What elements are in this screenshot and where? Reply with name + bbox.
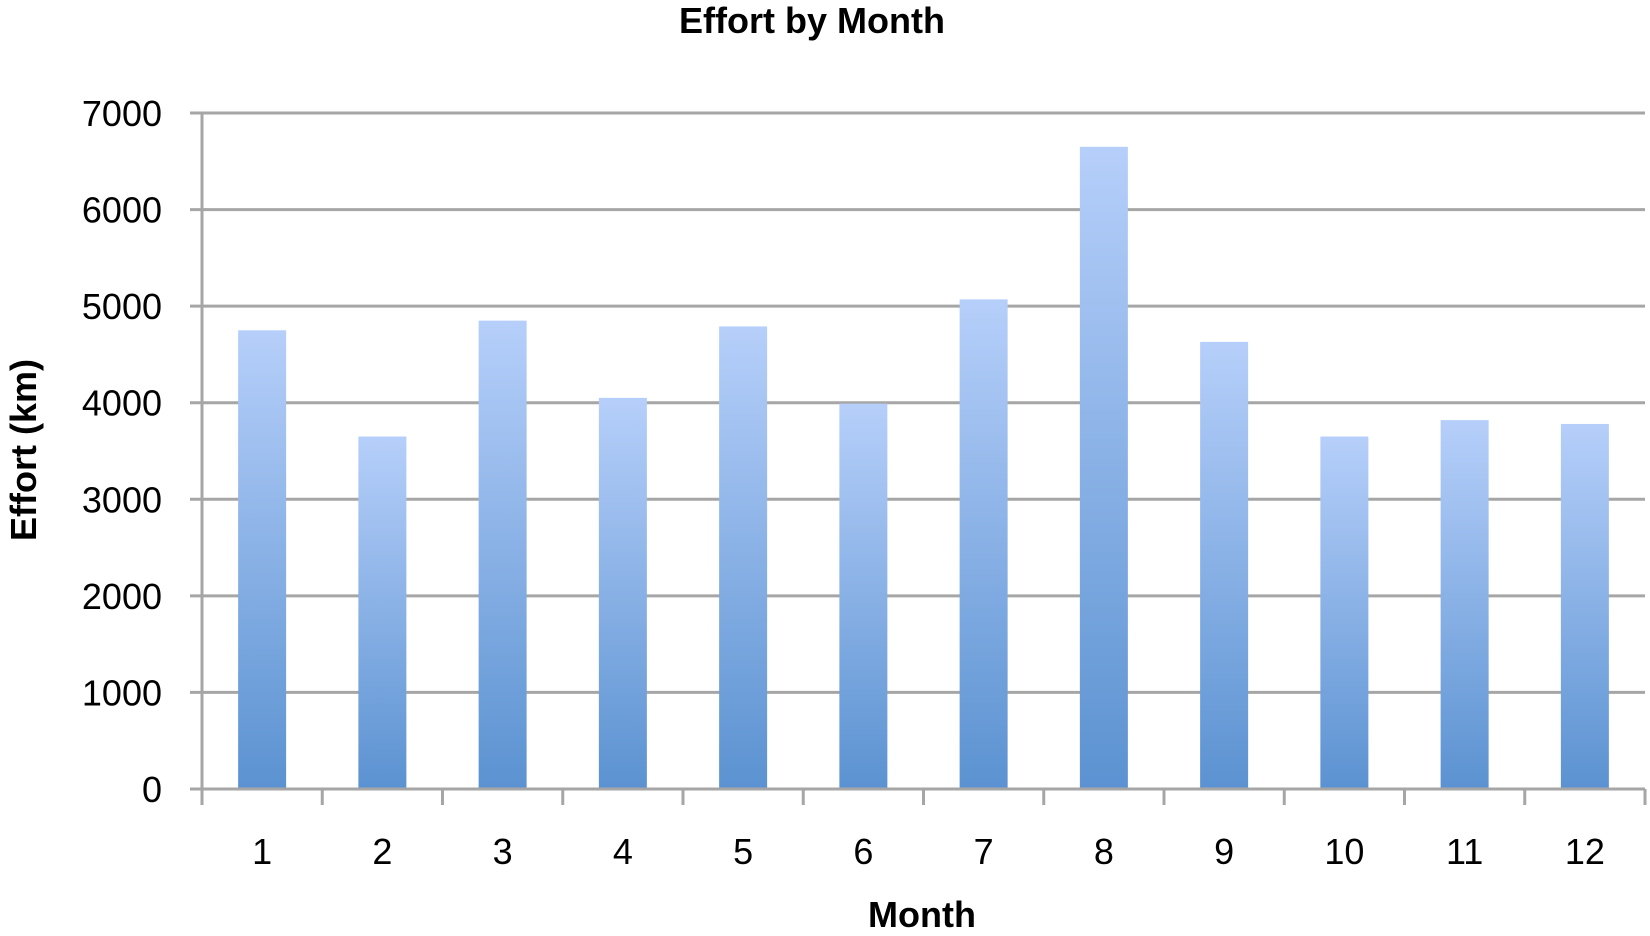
x-tick-label: 5 [733, 831, 753, 872]
x-tick-label: 8 [1094, 831, 1114, 872]
x-tick-label: 12 [1565, 831, 1605, 872]
x-axis [190, 113, 1647, 805]
y-axis-title: Effort (km) [3, 359, 44, 541]
y-tick-label: 4000 [82, 383, 162, 424]
x-tick-label: 11 [1446, 831, 1483, 872]
y-tick-label: 1000 [82, 672, 162, 713]
gridlines [190, 111, 1645, 694]
x-tick-label: 10 [1324, 831, 1364, 872]
bar-month-5 [719, 326, 768, 789]
bar-month-10 [1320, 436, 1369, 789]
bar-month-12 [1560, 423, 1609, 789]
bar-month-1 [238, 330, 287, 789]
x-tick-label: 7 [974, 831, 994, 872]
y-tick-label: 7000 [82, 93, 162, 134]
y-tick-label: 0 [142, 769, 162, 810]
bar-month-9 [1200, 341, 1249, 789]
bar-month-7 [959, 299, 1008, 789]
bar-month-11 [1440, 420, 1489, 789]
x-tick-label: 3 [493, 831, 513, 872]
bar-month-8 [1079, 146, 1128, 790]
bar-month-6 [839, 403, 888, 789]
x-axis-title: Month [868, 894, 976, 935]
y-tick-label: 6000 [82, 190, 162, 231]
y-tick-label: 3000 [82, 479, 162, 520]
bars [238, 146, 1609, 790]
x-axis-ticks: 1 2 3 4 5 6 7 8 9 10 11 12 [252, 831, 1605, 872]
y-tick-label: 5000 [82, 286, 162, 327]
chart-title: Effort by Month [679, 0, 945, 41]
bar-month-2 [358, 436, 407, 789]
y-tick-label: 2000 [82, 576, 162, 617]
x-tick-label: 6 [853, 831, 873, 872]
y-axis-ticks: 0 1000 2000 3000 4000 5000 6000 7000 [82, 93, 162, 810]
x-tick-label: 9 [1214, 831, 1234, 872]
bar-month-3 [478, 320, 527, 789]
x-tick-label: 1 [252, 831, 272, 872]
x-tick-label: 2 [372, 831, 392, 872]
x-tick-label: 4 [613, 831, 633, 872]
bar-month-4 [598, 397, 647, 789]
